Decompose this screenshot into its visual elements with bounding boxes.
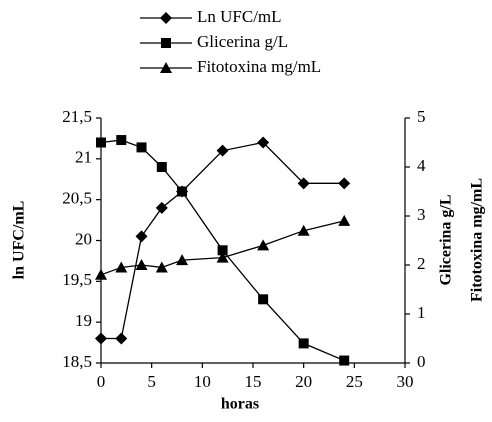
marker bbox=[297, 177, 310, 190]
x-tick-label: 0 bbox=[97, 372, 106, 391]
marker bbox=[339, 355, 350, 366]
y2-tick-label: 1 bbox=[417, 303, 426, 322]
marker bbox=[95, 268, 107, 280]
legend-label: Glicerina g/L bbox=[197, 32, 288, 51]
marker bbox=[257, 136, 270, 149]
marker bbox=[216, 144, 229, 157]
y-tick-label: 18,5 bbox=[62, 352, 92, 371]
marker bbox=[155, 261, 168, 273]
legend-marker bbox=[160, 62, 172, 73]
marker bbox=[156, 162, 167, 172]
x-tick-label: 30 bbox=[397, 372, 414, 391]
y-tick-label: 19,5 bbox=[62, 270, 92, 289]
marker bbox=[176, 254, 189, 266]
marker bbox=[115, 332, 128, 345]
marker bbox=[298, 338, 309, 349]
y2-tick-label: 4 bbox=[417, 156, 426, 175]
y-tick-label: 21 bbox=[75, 148, 92, 167]
y2-axis-title: Glicerina g/L bbox=[438, 194, 455, 285]
legend-marker bbox=[160, 12, 172, 24]
marker bbox=[135, 230, 148, 243]
marker bbox=[96, 137, 106, 148]
marker bbox=[216, 251, 229, 263]
y-axis-title: ln UFC/mL bbox=[11, 201, 28, 280]
legend-label: Fitotoxina mg/mL bbox=[197, 57, 321, 76]
x-tick-label: 25 bbox=[346, 372, 363, 391]
marker bbox=[155, 201, 168, 214]
y-tick-label: 20,5 bbox=[62, 189, 92, 208]
marker bbox=[116, 135, 127, 146]
x-axis-title: horas bbox=[221, 396, 259, 413]
x-tick-label: 20 bbox=[295, 372, 312, 391]
legend-label: Ln UFC/mL bbox=[197, 7, 282, 26]
marker bbox=[258, 294, 269, 305]
marker bbox=[136, 142, 147, 153]
marker bbox=[338, 214, 351, 226]
x-tick-label: 5 bbox=[147, 372, 156, 391]
y-tick-label: 21,5 bbox=[62, 107, 92, 126]
x-tick-label: 10 bbox=[194, 372, 211, 391]
y2-tick-label: 2 bbox=[417, 254, 426, 273]
marker bbox=[95, 332, 107, 345]
legend-marker bbox=[161, 38, 171, 48]
marker bbox=[177, 186, 188, 197]
marker bbox=[115, 261, 128, 273]
x-tick-label: 15 bbox=[245, 372, 262, 391]
y2-tick-label: 0 bbox=[417, 352, 426, 371]
marker bbox=[338, 177, 351, 190]
marker bbox=[297, 224, 310, 236]
y2-tick-label: 3 bbox=[417, 205, 426, 224]
y-tick-label: 20 bbox=[75, 229, 92, 248]
y2-tick-label: 5 bbox=[417, 107, 426, 126]
y2-axis-title: Fitotoxina mg/mL bbox=[469, 178, 486, 302]
y-tick-label: 19 bbox=[75, 311, 92, 330]
marker bbox=[135, 259, 148, 270]
series-line bbox=[101, 141, 345, 340]
marker bbox=[257, 239, 270, 251]
marker bbox=[217, 245, 228, 256]
